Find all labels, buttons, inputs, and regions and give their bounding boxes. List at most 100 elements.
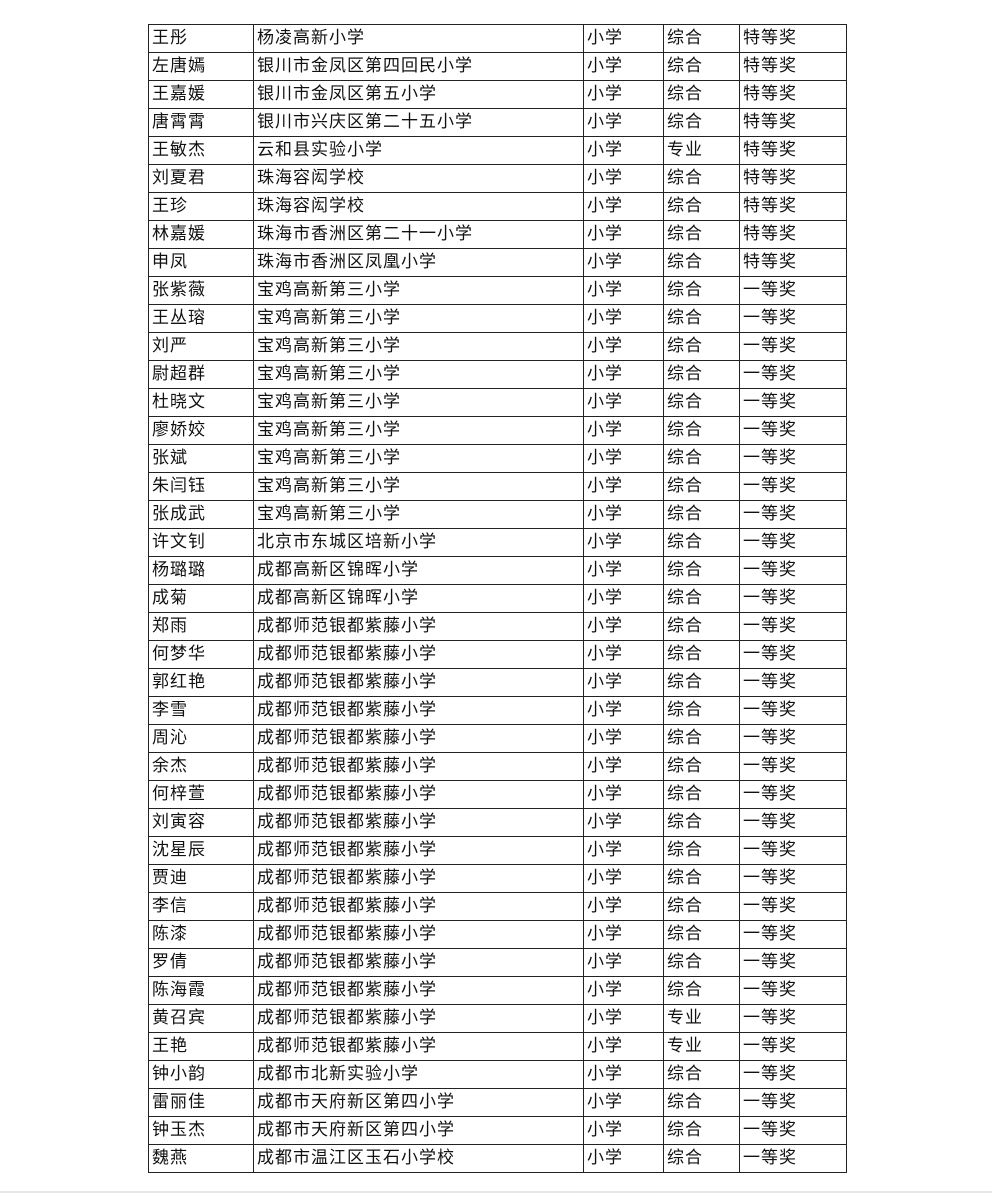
category-cell: 专业 [663, 136, 740, 165]
table-row: 王彤 杨凌高新小学 小学 综合 特等奖 [148, 24, 847, 53]
table-row: 廖娇姣 宝鸡高新第三小学 小学 综合 一等奖 [148, 416, 847, 445]
award-cell: 一等奖 [739, 696, 847, 725]
level-cell: 小学 [583, 1088, 664, 1117]
award-cell: 一等奖 [739, 640, 847, 669]
level-cell: 小学 [583, 612, 664, 641]
school-cell: 成都师范银都紫藤小学 [253, 752, 584, 781]
level-cell: 小学 [583, 388, 664, 417]
award-cell: 一等奖 [739, 892, 847, 921]
table-row: 罗倩 成都师范银都紫藤小学 小学 综合 一等奖 [148, 948, 847, 977]
level-cell: 小学 [583, 668, 664, 697]
school-cell: 成都高新区锦晖小学 [253, 556, 584, 585]
award-cell: 特等奖 [739, 192, 847, 221]
category-cell: 综合 [663, 248, 740, 277]
name-cell: 唐霄霄 [148, 108, 254, 137]
category-cell: 综合 [663, 584, 740, 613]
award-cell: 一等奖 [739, 752, 847, 781]
table-row: 余杰 成都师范银都紫藤小学 小学 综合 一等奖 [148, 752, 847, 781]
level-cell: 小学 [583, 108, 664, 137]
level-cell: 小学 [583, 1032, 664, 1061]
name-cell: 何梦华 [148, 640, 254, 669]
awards-table-body: 王彤 杨凌高新小学 小学 综合 特等奖 左唐嫣 银川市金凤区第四回民小学 小学 综合 特等奖 王嘉媛… [148, 24, 847, 1173]
award-cell: 特等奖 [739, 164, 847, 193]
category-cell: 综合 [663, 52, 740, 81]
category-cell: 综合 [663, 976, 740, 1005]
level-cell: 小学 [583, 556, 664, 585]
award-cell: 一等奖 [739, 836, 847, 865]
award-cell: 特等奖 [739, 108, 847, 137]
award-cell: 一等奖 [739, 416, 847, 445]
level-cell: 小学 [583, 1116, 664, 1145]
school-cell: 珠海市香洲区凤凰小学 [253, 248, 584, 277]
name-cell: 钟玉杰 [148, 1116, 254, 1145]
name-cell: 沈星辰 [148, 836, 254, 865]
award-cell: 特等奖 [739, 220, 847, 249]
table-row: 王嘉媛 银川市金凤区第五小学 小学 综合 特等奖 [148, 80, 847, 109]
category-cell: 综合 [663, 108, 740, 137]
name-cell: 王丛瑢 [148, 304, 254, 333]
name-cell: 王艳 [148, 1032, 254, 1061]
level-cell: 小学 [583, 360, 664, 389]
award-cell: 一等奖 [739, 1032, 847, 1061]
name-cell: 贾迪 [148, 864, 254, 893]
name-cell: 王嘉媛 [148, 80, 254, 109]
school-cell: 银川市金凤区第五小学 [253, 80, 584, 109]
school-cell: 宝鸡高新第三小学 [253, 444, 584, 473]
school-cell: 成都师范银都紫藤小学 [253, 948, 584, 977]
table-row: 王艳 成都师范银都紫藤小学 小学 专业 一等奖 [148, 1032, 847, 1061]
school-cell: 成都师范银都紫藤小学 [253, 920, 584, 949]
table-row: 刘寅容 成都师范银都紫藤小学 小学 综合 一等奖 [148, 808, 847, 837]
name-cell: 罗倩 [148, 948, 254, 977]
table-row: 郭红艳 成都师范银都紫藤小学 小学 综合 一等奖 [148, 668, 847, 697]
awards-table: 王彤 杨凌高新小学 小学 综合 特等奖 左唐嫣 银川市金凤区第四回民小学 小学 综合 特等奖 王嘉媛… [148, 24, 847, 1173]
level-cell: 小学 [583, 164, 664, 193]
category-cell: 综合 [663, 444, 740, 473]
category-cell: 综合 [663, 276, 740, 305]
name-cell: 周沁 [148, 724, 254, 753]
award-cell: 一等奖 [739, 668, 847, 697]
level-cell: 小学 [583, 136, 664, 165]
table-row: 朱闫钰 宝鸡高新第三小学 小学 综合 一等奖 [148, 472, 847, 501]
name-cell: 郭红艳 [148, 668, 254, 697]
category-cell: 综合 [663, 948, 740, 977]
name-cell: 许文钊 [148, 528, 254, 557]
award-cell: 一等奖 [739, 444, 847, 473]
category-cell: 专业 [663, 1004, 740, 1033]
name-cell: 杨璐璐 [148, 556, 254, 585]
table-row: 钟小韵 成都市北新实验小学 小学 综合 一等奖 [148, 1060, 847, 1089]
school-cell: 成都市温江区玉石小学校 [253, 1144, 584, 1173]
award-cell: 一等奖 [739, 948, 847, 977]
award-cell: 特等奖 [739, 24, 847, 53]
school-cell: 成都师范银都紫藤小学 [253, 808, 584, 837]
level-cell: 小学 [583, 1060, 664, 1089]
level-cell: 小学 [583, 724, 664, 753]
level-cell: 小学 [583, 836, 664, 865]
category-cell: 综合 [663, 332, 740, 361]
name-cell: 王珍 [148, 192, 254, 221]
category-cell: 综合 [663, 528, 740, 557]
level-cell: 小学 [583, 584, 664, 613]
category-cell: 综合 [663, 724, 740, 753]
category-cell: 综合 [663, 388, 740, 417]
school-cell: 宝鸡高新第三小学 [253, 416, 584, 445]
name-cell: 王敏杰 [148, 136, 254, 165]
name-cell: 刘寅容 [148, 808, 254, 837]
table-row: 左唐嫣 银川市金凤区第四回民小学 小学 综合 特等奖 [148, 52, 847, 81]
name-cell: 张紫薇 [148, 276, 254, 305]
category-cell: 综合 [663, 892, 740, 921]
table-row: 李信 成都师范银都紫藤小学 小学 综合 一等奖 [148, 892, 847, 921]
table-row: 张紫薇 宝鸡高新第三小学 小学 综合 一等奖 [148, 276, 847, 305]
name-cell: 尉超群 [148, 360, 254, 389]
category-cell: 综合 [663, 752, 740, 781]
name-cell: 左唐嫣 [148, 52, 254, 81]
level-cell: 小学 [583, 920, 664, 949]
table-row: 唐霄霄 银川市兴庆区第二十五小学 小学 综合 特等奖 [148, 108, 847, 137]
school-cell: 成都师范银都紫藤小学 [253, 1032, 584, 1061]
table-row: 沈星辰 成都师范银都紫藤小学 小学 综合 一等奖 [148, 836, 847, 865]
category-cell: 综合 [663, 80, 740, 109]
level-cell: 小学 [583, 472, 664, 501]
category-cell: 综合 [663, 164, 740, 193]
award-cell: 一等奖 [739, 332, 847, 361]
award-cell: 一等奖 [739, 276, 847, 305]
name-cell: 魏燕 [148, 1144, 254, 1173]
